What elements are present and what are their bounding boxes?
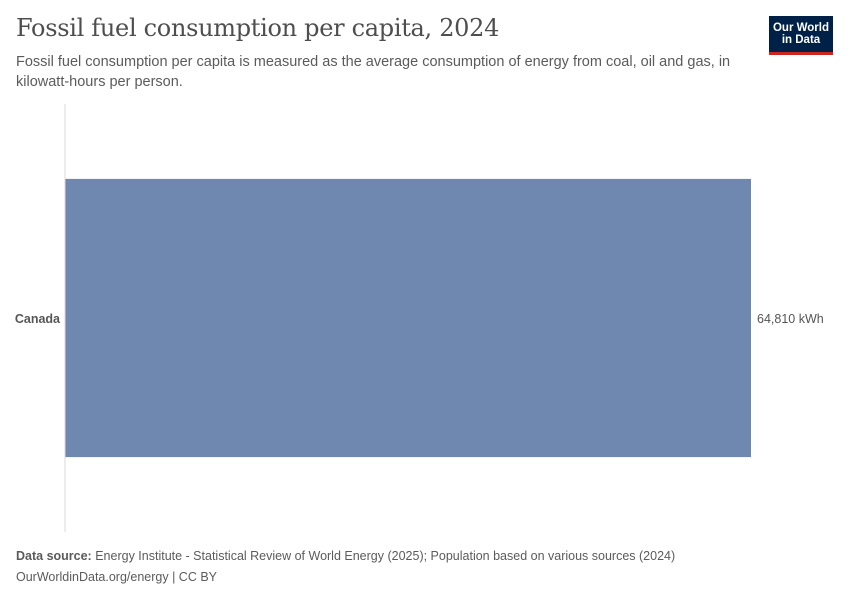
logo-line-2: in Data	[781, 34, 821, 46]
footer-link[interactable]: OurWorldinData.org/energy | CC BY	[16, 570, 218, 584]
category-label: Canada	[15, 312, 61, 326]
chart-subtitle: Fossil fuel consumption per capita is me…	[16, 54, 731, 90]
owid-logo[interactable]: Our World in Data	[769, 16, 833, 55]
data-source-label: Data source:	[16, 549, 92, 563]
data-source: Data source: Energy Institute - Statisti…	[16, 546, 675, 567]
chart-title: Fossil fuel consumption per capita, 2024	[16, 14, 500, 42]
data-source-text: Energy Institute - Statistical Review of…	[95, 549, 676, 563]
logo-line-1: Our World	[772, 22, 829, 34]
bar	[65, 178, 751, 458]
chart-footer: Data source: Energy Institute - Statisti…	[16, 546, 675, 588]
value-label: 64,810 kWh	[757, 312, 824, 326]
